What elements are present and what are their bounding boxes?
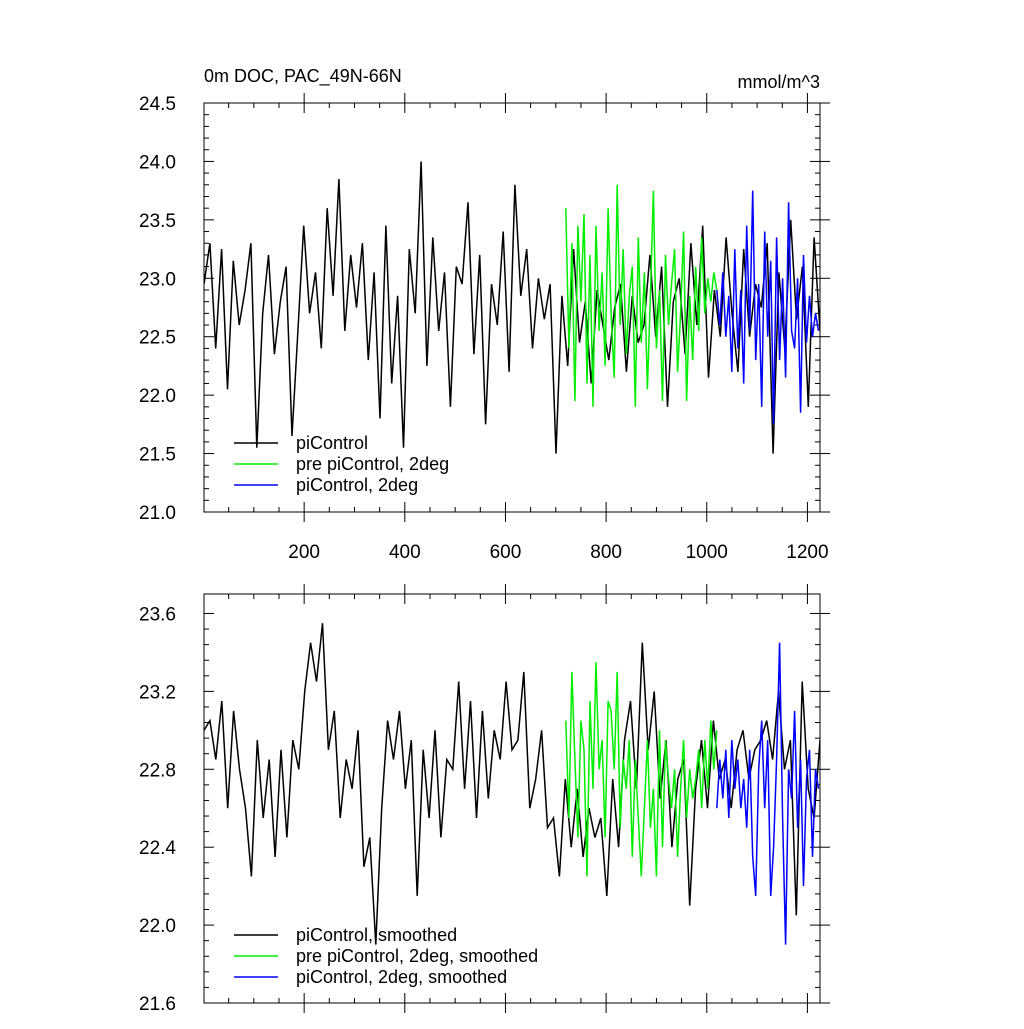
legend-label-2: piControl, 2deg [296, 475, 418, 495]
x-tick-label: 1200 [786, 542, 828, 563]
x-tick-label: 200 [288, 542, 320, 563]
y-tick-label: 22.0 [139, 386, 176, 407]
y-tick-label: 22.4 [139, 838, 176, 859]
plot-frame [203, 102, 821, 513]
y-tick-label: 24.5 [139, 94, 176, 115]
series-line-0 [204, 623, 820, 945]
y-tick-label: 24.0 [139, 152, 176, 173]
series-line-2 [716, 642, 820, 945]
y-tick-label: 21.6 [139, 994, 176, 1015]
x-tick-label: 600 [490, 542, 522, 563]
y-tick-label: 22.5 [139, 328, 176, 349]
plot-frame [203, 593, 821, 1004]
legend-label-1: pre piControl, 2deg [296, 454, 449, 474]
chart-title: 0m DOC, PAC_49N-66N [204, 66, 402, 87]
bottom-panel: 21.6 22.0 22.4 22.8 23.2 23.6 piControl, smoot… [139, 584, 830, 1015]
y-tick-label: 23.2 [139, 682, 176, 703]
legend-label-0: piControl [296, 433, 368, 453]
x-tick-label: 400 [389, 542, 421, 563]
y-tick-label: 23.6 [139, 604, 176, 625]
y-tick-label: 21.5 [139, 445, 176, 466]
y-tick-label: 23.5 [139, 211, 176, 232]
series-line-1 [565, 662, 718, 877]
y-tick-label: 22.0 [139, 916, 176, 937]
series-line-2 [716, 190, 820, 425]
series-line-0 [204, 161, 820, 454]
legend-label-0: piControl, smoothed [296, 925, 457, 945]
y-tick-label: 23.0 [139, 269, 176, 290]
top-panel: 0m DOC, PAC_49N-66N mmol/m^3 200 400 600 80… [139, 66, 830, 563]
legend-label-1: pre piControl, 2deg, smoothed [296, 946, 538, 966]
y-tick-label: 22.8 [139, 760, 176, 781]
series-line-1 [565, 184, 718, 407]
y-tick-label: 21.0 [139, 503, 176, 524]
x-tick-label: 800 [590, 542, 622, 563]
x-tick-label: 1000 [686, 542, 728, 563]
units-label: mmol/m^3 [738, 72, 820, 92]
legend-label-2: piControl, 2deg, smoothed [296, 967, 507, 987]
